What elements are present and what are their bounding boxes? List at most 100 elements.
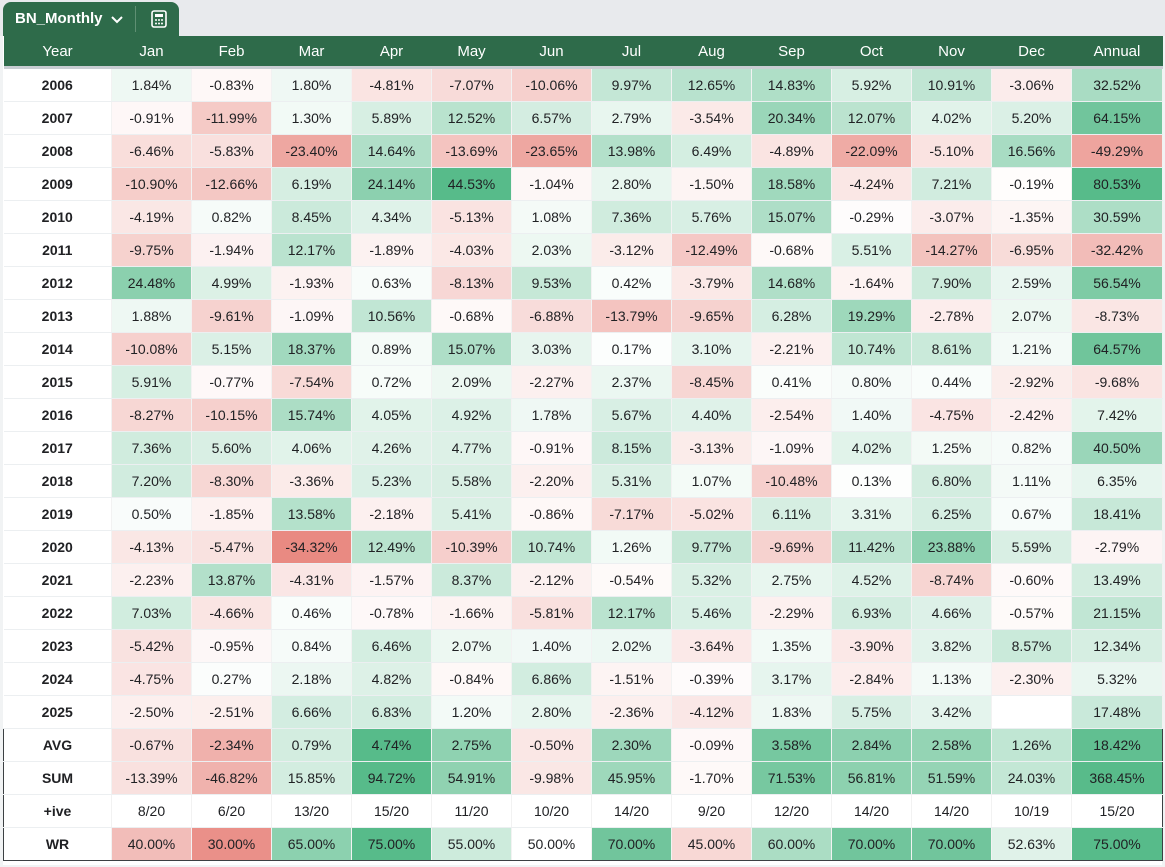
annual-return-cell[interactable]: 6.35% (1071, 464, 1163, 498)
monthly-return-cell[interactable]: -1.94% (191, 233, 272, 267)
summary-value-cell[interactable]: 8/20 (111, 794, 192, 828)
monthly-return-cell[interactable]: -9.75% (111, 233, 192, 267)
year-cell[interactable]: 2011 (3, 233, 112, 267)
annual-return-cell[interactable]: 40.50% (1071, 431, 1163, 465)
monthly-return-cell[interactable]: -2.51% (191, 695, 272, 729)
monthly-return-cell[interactable]: 2.09% (431, 365, 512, 399)
monthly-return-cell[interactable]: -11.99% (191, 101, 272, 135)
monthly-return-cell[interactable]: 6.11% (751, 497, 832, 531)
column-header-feb[interactable]: Feb (191, 36, 272, 69)
summary-value-cell[interactable]: 51.59% (911, 761, 992, 795)
monthly-return-cell[interactable]: -13.69% (431, 134, 512, 168)
summary-value-cell[interactable]: 14/20 (911, 794, 992, 828)
summary-value-cell[interactable]: 70.00% (911, 827, 992, 861)
summary-value-cell[interactable]: -46.82% (191, 761, 272, 795)
year-cell[interactable]: 2016 (3, 398, 112, 432)
monthly-return-cell[interactable]: -2.21% (751, 332, 832, 366)
monthly-return-cell[interactable]: 4.52% (831, 563, 912, 597)
monthly-return-cell[interactable]: -4.31% (271, 563, 352, 597)
summary-label-cell[interactable]: SUM (3, 761, 112, 795)
monthly-return-cell[interactable]: -2.30% (991, 662, 1072, 696)
summary-value-cell[interactable]: 10/19 (991, 794, 1072, 828)
year-cell[interactable]: 2009 (3, 167, 112, 201)
monthly-return-cell[interactable]: 4.40% (671, 398, 752, 432)
monthly-return-cell[interactable]: -2.50% (111, 695, 192, 729)
monthly-return-cell[interactable]: 24.48% (111, 266, 192, 300)
monthly-return-cell[interactable]: 13.58% (271, 497, 352, 531)
summary-label-cell[interactable]: WR (3, 827, 112, 861)
monthly-return-cell[interactable]: 1.25% (911, 431, 992, 465)
monthly-return-cell[interactable]: -2.42% (991, 398, 1072, 432)
year-cell[interactable]: 2022 (3, 596, 112, 630)
summary-value-cell[interactable]: 52.63% (991, 827, 1072, 861)
monthly-return-cell[interactable]: 8.57% (991, 629, 1072, 663)
monthly-return-cell[interactable]: 1.80% (271, 67, 352, 102)
monthly-return-cell[interactable]: 5.76% (671, 200, 752, 234)
monthly-return-cell[interactable]: -8.74% (911, 563, 992, 597)
column-header-jun[interactable]: Jun (511, 36, 592, 69)
monthly-return-cell[interactable]: 4.66% (911, 596, 992, 630)
column-header-jul[interactable]: Jul (591, 36, 672, 69)
monthly-return-cell[interactable]: 9.97% (591, 67, 672, 102)
column-header-nov[interactable]: Nov (911, 36, 992, 69)
summary-value-cell[interactable]: 56.81% (831, 761, 912, 795)
monthly-return-cell[interactable]: 0.82% (991, 431, 1072, 465)
summary-label-cell[interactable]: AVG (3, 728, 112, 762)
column-header-dec[interactable]: Dec (991, 36, 1072, 69)
monthly-return-cell[interactable]: -8.13% (431, 266, 512, 300)
monthly-return-cell[interactable]: -0.60% (991, 563, 1072, 597)
monthly-return-cell[interactable]: -6.88% (511, 299, 592, 333)
annual-return-cell[interactable]: 7.42% (1071, 398, 1163, 432)
monthly-return-cell[interactable]: -1.04% (511, 167, 592, 201)
monthly-return-cell[interactable]: -3.36% (271, 464, 352, 498)
annual-return-cell[interactable]: -9.68% (1071, 365, 1163, 399)
monthly-return-cell[interactable]: -5.83% (191, 134, 272, 168)
monthly-return-cell[interactable]: 1.88% (111, 299, 192, 333)
monthly-return-cell[interactable]: 4.82% (351, 662, 432, 696)
monthly-return-cell[interactable]: 8.15% (591, 431, 672, 465)
monthly-return-cell[interactable]: -4.81% (351, 67, 432, 102)
monthly-return-cell[interactable]: -5.13% (431, 200, 512, 234)
column-header-oct[interactable]: Oct (831, 36, 912, 69)
monthly-return-cell[interactable]: -10.90% (111, 167, 192, 201)
monthly-return-cell[interactable]: 0.17% (591, 332, 672, 366)
year-cell[interactable]: 2007 (3, 101, 112, 135)
summary-value-cell[interactable]: 4.74% (351, 728, 432, 762)
monthly-return-cell[interactable]: 2.80% (591, 167, 672, 201)
monthly-return-cell[interactable]: -10.39% (431, 530, 512, 564)
monthly-return-cell[interactable]: -10.06% (511, 67, 592, 102)
monthly-return-cell[interactable]: 5.51% (831, 233, 912, 267)
monthly-return-cell[interactable]: 0.72% (351, 365, 432, 399)
monthly-return-cell[interactable]: 5.75% (831, 695, 912, 729)
monthly-return-cell[interactable]: 10.74% (511, 530, 592, 564)
monthly-return-cell[interactable]: 6.66% (271, 695, 352, 729)
monthly-return-cell[interactable]: -10.48% (751, 464, 832, 498)
year-cell[interactable]: 2015 (3, 365, 112, 399)
summary-value-cell[interactable]: -1.70% (671, 761, 752, 795)
monthly-return-cell[interactable]: 4.99% (191, 266, 272, 300)
monthly-return-cell[interactable]: 2.07% (991, 299, 1072, 333)
summary-value-cell[interactable]: 2.84% (831, 728, 912, 762)
annual-return-cell[interactable]: 32.52% (1071, 67, 1163, 102)
monthly-return-cell[interactable]: 1.40% (511, 629, 592, 663)
monthly-return-cell[interactable]: 5.15% (191, 332, 272, 366)
monthly-return-cell[interactable]: 0.84% (271, 629, 352, 663)
monthly-return-cell[interactable]: 1.07% (671, 464, 752, 498)
monthly-return-cell[interactable]: 0.42% (591, 266, 672, 300)
year-cell[interactable]: 2018 (3, 464, 112, 498)
calculator-icon[interactable] (149, 9, 169, 29)
monthly-return-cell[interactable]: 16.56% (991, 134, 1072, 168)
monthly-return-cell[interactable]: 3.03% (511, 332, 592, 366)
monthly-return-cell[interactable]: -0.91% (511, 431, 592, 465)
monthly-return-cell[interactable]: 8.37% (431, 563, 512, 597)
monthly-return-cell[interactable]: 12.17% (271, 233, 352, 267)
monthly-return-cell[interactable]: -3.79% (671, 266, 752, 300)
monthly-return-cell[interactable]: 9.53% (511, 266, 592, 300)
annual-return-cell[interactable]: -2.79% (1071, 530, 1163, 564)
monthly-return-cell[interactable]: 1.30% (271, 101, 352, 135)
monthly-return-cell[interactable]: 1.26% (591, 530, 672, 564)
monthly-return-cell[interactable]: -2.36% (591, 695, 672, 729)
monthly-return-cell[interactable]: 8.45% (271, 200, 352, 234)
summary-value-cell[interactable]: 11/20 (431, 794, 512, 828)
monthly-return-cell[interactable]: -3.90% (831, 629, 912, 663)
